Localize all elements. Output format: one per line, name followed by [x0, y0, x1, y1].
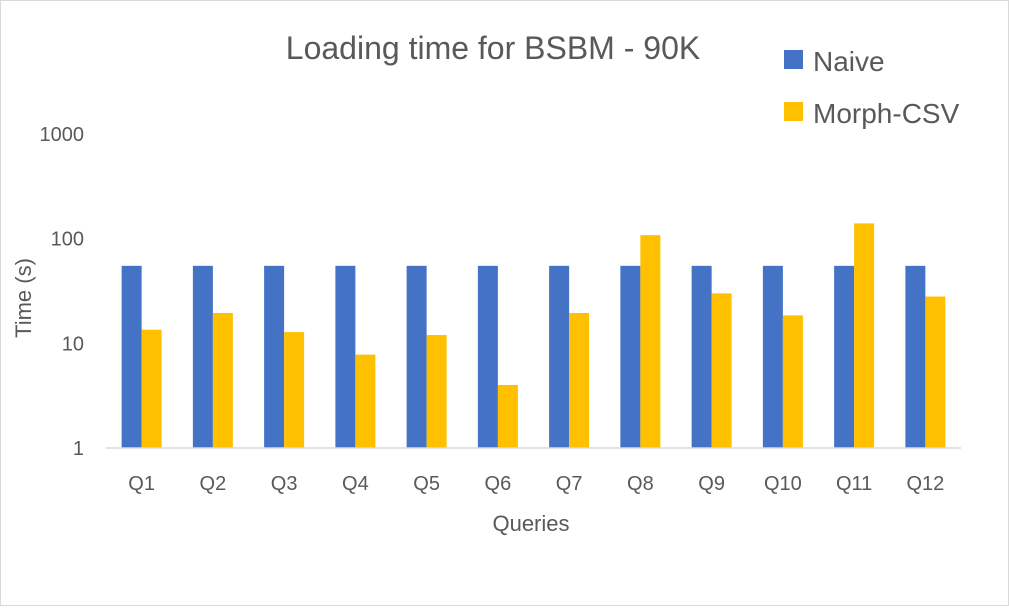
y-tick-label: 1 — [73, 438, 84, 460]
bars — [121, 223, 946, 448]
x-tick-label: Q12 — [906, 473, 944, 495]
bar-morph-csv-q4 — [355, 354, 376, 448]
bar-morph-csv-q7 — [569, 312, 590, 448]
bar-naive-q3 — [264, 265, 285, 448]
legend-label: Naive — [813, 46, 885, 77]
bar-morph-csv-q8 — [640, 235, 661, 448]
bar-naive-q1 — [121, 265, 142, 448]
x-tick-label: Q11 — [836, 473, 872, 495]
x-tick-label: Q1 — [128, 473, 155, 495]
x-tick-label: Q10 — [764, 473, 802, 495]
bar-morph-csv-q9 — [711, 293, 732, 448]
y-tick-label: 10 — [62, 333, 84, 355]
y-tick-label: 100 — [51, 229, 84, 251]
legend: Naive Morph-CSV — [784, 46, 960, 129]
bar-naive-q4 — [335, 265, 356, 448]
bar-morph-csv-q6 — [497, 384, 518, 448]
x-tick-label: Q5 — [413, 473, 440, 495]
x-tick-label: Q4 — [342, 473, 369, 495]
bar-naive-q8 — [620, 265, 641, 448]
bar-morph-csv-q12 — [925, 296, 946, 448]
bar-naive-q6 — [477, 265, 498, 448]
bar-naive-q10 — [762, 265, 783, 448]
bar-naive-q7 — [549, 265, 570, 448]
chart-title: Loading time for BSBM - 90K — [286, 30, 700, 66]
y-axis-ticks: 1 10 100 1000 — [40, 124, 85, 460]
x-tick-label: Q9 — [698, 473, 725, 495]
bar-morph-csv-q2 — [212, 312, 233, 448]
y-axis-label: Time (s) — [11, 258, 36, 338]
bar-naive-q5 — [406, 265, 427, 448]
x-axis-label: Queries — [492, 511, 569, 536]
y-tick-label: 1000 — [40, 124, 85, 146]
bar-morph-csv-q10 — [782, 315, 803, 448]
bar-naive-q12 — [905, 265, 926, 448]
legend-swatch — [784, 50, 803, 69]
x-axis-ticks: Q1 Q2 Q3 Q4 Q5 Q6 Q7 Q8 Q9 Q10 Q11 Q12 — [128, 473, 944, 495]
bar-morph-csv-q5 — [426, 335, 447, 448]
x-tick-label: Q7 — [556, 473, 583, 495]
x-tick-label: Q3 — [271, 473, 298, 495]
x-tick-label: Q8 — [627, 473, 654, 495]
x-tick-label: Q2 — [200, 473, 227, 495]
bar-morph-csv-q11 — [854, 223, 875, 448]
bar-naive-q2 — [192, 265, 213, 448]
legend-swatch — [784, 102, 803, 121]
bar-naive-q9 — [691, 265, 712, 448]
legend-label: Morph-CSV — [813, 98, 960, 129]
bar-naive-q11 — [834, 265, 855, 448]
bar-morph-csv-q3 — [284, 332, 305, 448]
bar-morph-csv-q1 — [141, 329, 162, 448]
x-tick-label: Q6 — [485, 473, 512, 495]
